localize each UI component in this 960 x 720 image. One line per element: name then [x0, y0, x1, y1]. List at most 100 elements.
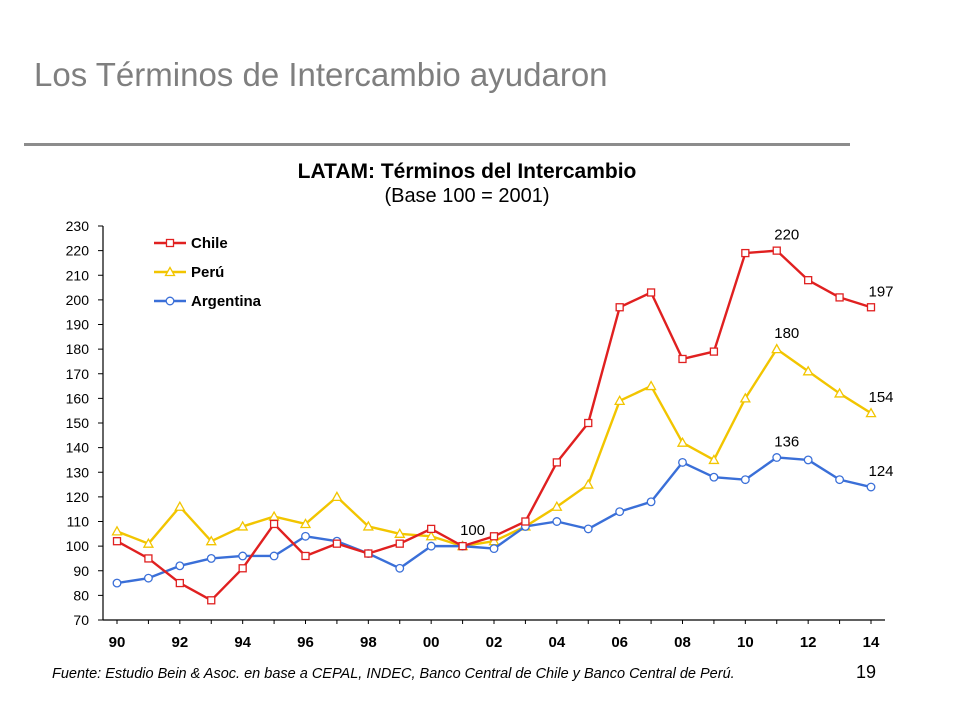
- data-point-chile: [709, 347, 719, 356]
- source-note: Fuente: Estudio Bein & Asoc. en base a C…: [52, 666, 735, 682]
- data-point-chile: [489, 532, 499, 541]
- data-point-chile: [584, 418, 593, 428]
- data-point-peru: [865, 407, 877, 418]
- x-tick-label: 00: [423, 634, 440, 651]
- data-point-chile: [646, 288, 656, 297]
- title-divider: [24, 143, 850, 146]
- data-point-chile: [395, 539, 404, 548]
- y-tick-label: 190: [66, 317, 90, 333]
- data-point-peru: [331, 491, 343, 502]
- data-point-chile: [615, 303, 624, 312]
- chart-title: LATAM: Términos del Intercambio: [298, 160, 637, 183]
- chart-subtitle: (Base 100 = 2001): [384, 185, 549, 207]
- x-tick-label: 12: [800, 634, 817, 651]
- data-point-peru: [802, 365, 814, 376]
- y-tick-label: 90: [73, 563, 89, 579]
- y-tick-label: 80: [73, 587, 89, 603]
- data-point-argentina: [678, 457, 687, 467]
- data-point-peru: [237, 520, 249, 531]
- data-point-chile: [301, 551, 310, 561]
- data-point-argentina: [709, 472, 719, 482]
- data-label: 124: [868, 463, 893, 480]
- data-point-chile: [835, 293, 844, 302]
- y-tick-label: 170: [66, 366, 90, 382]
- data-point-chile: [866, 303, 876, 312]
- axes: 70 80 90 100 110 120 130 140 150 160 170 180 190 200 2…: [66, 218, 885, 651]
- data-point-chile: [741, 248, 750, 258]
- data-point-peru: [614, 395, 626, 405]
- x-tick-label: 14: [863, 634, 880, 651]
- data-point-peru: [425, 530, 437, 541]
- data-point-argentina: [238, 551, 248, 561]
- series-layer: [111, 246, 877, 605]
- legend-marker: [165, 238, 175, 248]
- data-point-peru: [111, 525, 123, 536]
- x-tick-label: 04: [548, 634, 565, 651]
- data-label: 220: [774, 227, 799, 244]
- y-tick-label: 100: [66, 538, 90, 554]
- data-point-argentina: [835, 475, 845, 485]
- data-point-argentina: [489, 544, 499, 554]
- legend-marker: [165, 296, 175, 306]
- data-point-chile: [772, 246, 781, 255]
- data-point-argentina: [112, 578, 122, 588]
- y-tick-label: 120: [66, 489, 90, 505]
- data-point-chile: [521, 517, 530, 526]
- data-point-chile: [427, 524, 436, 534]
- x-tick-label: 10: [737, 634, 754, 651]
- data-point-argentina: [552, 517, 562, 526]
- data-point-argentina: [740, 475, 750, 485]
- y-tick-label: 210: [66, 267, 90, 283]
- data-point-argentina: [395, 563, 405, 573]
- y-tick-label: 70: [73, 612, 89, 628]
- data-point-chile: [175, 578, 184, 588]
- data-point-argentina: [301, 531, 310, 541]
- data-point-peru: [645, 380, 657, 391]
- data-point-peru: [551, 500, 563, 511]
- data-point-chile: [238, 564, 247, 573]
- data-label: 100: [460, 522, 485, 539]
- x-tick-label: 92: [171, 634, 188, 651]
- legend-marker: [164, 266, 176, 277]
- data-point-argentina: [175, 561, 185, 571]
- data-point-chile: [207, 596, 216, 605]
- data-label: 197: [868, 283, 893, 300]
- data-point-argentina: [206, 553, 216, 563]
- data-point-argentina: [143, 573, 153, 583]
- data-point-argentina: [426, 541, 436, 551]
- data-labels: 100 220 197 180 154 136 124: [460, 227, 893, 540]
- data-point-peru: [268, 510, 280, 521]
- data-point-chile: [112, 537, 122, 546]
- y-tick-label: 160: [66, 390, 90, 406]
- data-point-peru: [676, 436, 689, 447]
- slide-title: Los Términos de Intercambio ayudaron: [34, 56, 608, 93]
- data-point-peru: [174, 500, 186, 511]
- y-tick-label: 130: [66, 464, 90, 480]
- data-point-chile: [804, 276, 813, 285]
- data-point-chile: [364, 549, 373, 558]
- data-point-peru: [582, 478, 594, 489]
- x-tick-label: 02: [486, 634, 503, 651]
- page-number: 19: [856, 662, 877, 682]
- data-point-argentina: [803, 455, 813, 465]
- data-label: 180: [774, 325, 799, 342]
- data-point-argentina: [866, 482, 876, 492]
- series-line-peru: [116, 347, 872, 548]
- x-tick-label: 06: [611, 634, 628, 651]
- data-point-peru: [299, 518, 312, 529]
- y-tick-label: 220: [66, 243, 90, 259]
- data-point-peru: [362, 520, 374, 531]
- data-point-peru: [739, 392, 751, 403]
- data-point-argentina: [646, 497, 656, 507]
- x-tick-label: 94: [234, 634, 251, 651]
- data-point-chile: [678, 354, 687, 364]
- series-line-argentina: [116, 456, 872, 585]
- y-tick-label: 200: [66, 292, 90, 308]
- legend-label: Argentina: [191, 293, 262, 310]
- data-point-chile: [332, 539, 342, 548]
- x-tick-label: 08: [674, 634, 691, 651]
- data-point-argentina: [269, 551, 279, 561]
- y-tick-label: 110: [67, 514, 90, 530]
- x-tick-label: 96: [297, 634, 314, 651]
